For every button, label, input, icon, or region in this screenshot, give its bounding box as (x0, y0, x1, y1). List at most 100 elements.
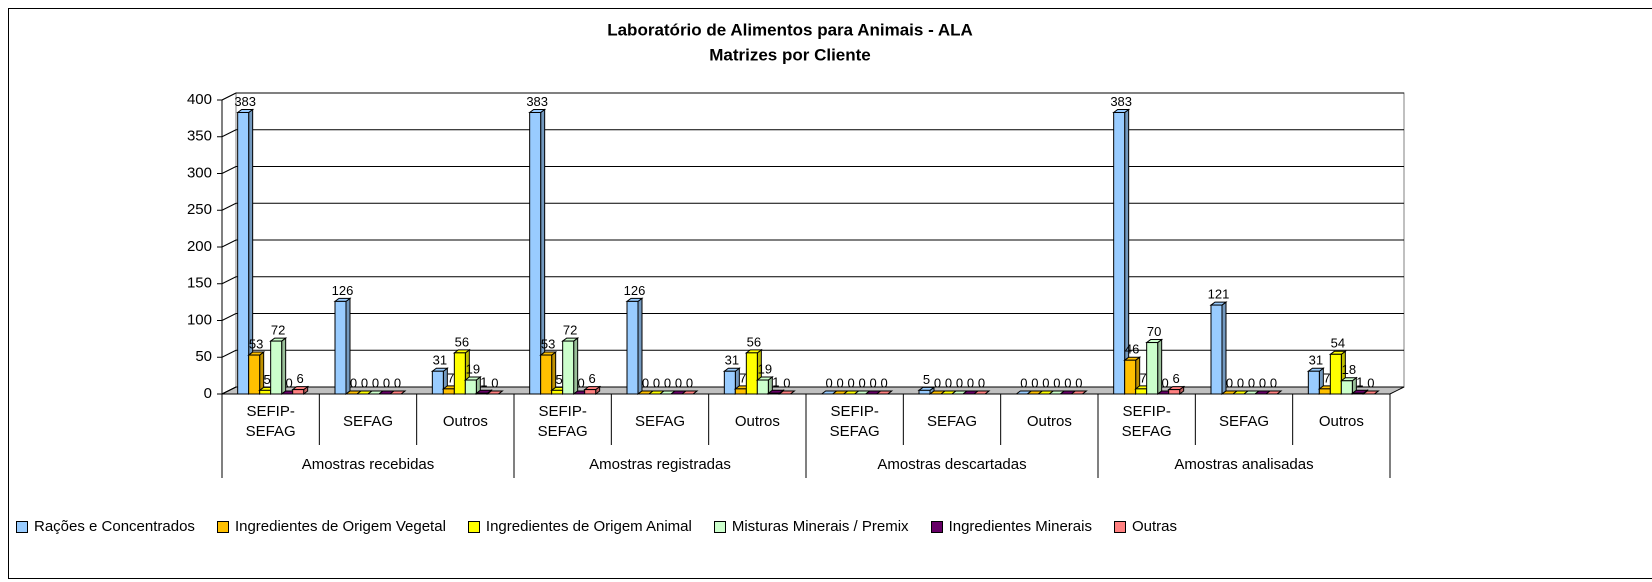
x-tick-label: SEFAG (634, 413, 685, 430)
value-label: 383 (234, 94, 256, 109)
bar (1069, 390, 1088, 395)
value-label: 19 (758, 361, 772, 376)
y-tick-label: 400 (187, 91, 212, 108)
value-label: 0 (675, 375, 682, 390)
grid-line (221, 166, 237, 174)
legend-item: Outras (1113, 518, 1177, 535)
bar (463, 376, 482, 395)
value-label: 0 (1270, 375, 1277, 390)
bar-face (972, 390, 991, 395)
value-label: 121 (1208, 287, 1230, 302)
bar (1361, 390, 1380, 395)
value-label: 1 (772, 375, 779, 390)
value-label: 0 (686, 375, 693, 390)
value-label: 56 (747, 334, 761, 349)
bar-face (334, 300, 347, 395)
bar-face (723, 370, 736, 395)
value-label: 0 (1367, 375, 1374, 390)
bar-face (540, 354, 553, 395)
bar (291, 385, 310, 395)
value-label: 0 (859, 375, 866, 390)
bar-face (1210, 304, 1223, 395)
bar-face (1318, 388, 1331, 395)
legend-label: Misturas Minerais / Premix (731, 518, 909, 535)
value-label: 0 (837, 375, 844, 390)
bar-face (248, 354, 261, 395)
legend-swatch (930, 520, 943, 533)
bar-face (388, 390, 407, 395)
grid-line (221, 386, 237, 395)
bar-face (1124, 359, 1137, 395)
bar-face (1113, 111, 1126, 395)
legend-label: Ingredientes de Origem Vegetal (234, 518, 446, 535)
bar-face (442, 388, 455, 395)
x-tick-label: SEFIP-SEFAG (537, 403, 588, 440)
value-label: 54 (1331, 336, 1345, 351)
x-tick-label: SEFIP-SEFAG (1121, 403, 1172, 440)
y-tick-label: 0 (204, 385, 212, 402)
bar-face (1307, 370, 1320, 395)
x-tick-label: Outros (1026, 413, 1072, 430)
grid-line (221, 349, 237, 358)
x-tick-label: SEFIP-SEFAG (829, 403, 880, 440)
bar-face (292, 389, 305, 395)
bar-face (431, 370, 444, 395)
bar-face (1329, 353, 1342, 395)
value-label: 56 (455, 334, 469, 349)
value-label: 126 (624, 283, 646, 298)
value-label: 31 (433, 353, 447, 368)
bar-face (626, 300, 639, 395)
value-label: 7 (739, 370, 746, 385)
bar-face (562, 340, 575, 395)
grid-line (221, 202, 237, 211)
bar-face (918, 389, 931, 395)
legend-label: Ingredientes de Origem Animal (485, 518, 692, 535)
legend-swatch (216, 520, 229, 533)
bar (1264, 390, 1283, 395)
bar-face (551, 389, 564, 395)
bar-face (475, 392, 488, 395)
value-label: 0 (1020, 375, 1027, 390)
bar-face (1340, 380, 1353, 395)
bar (388, 390, 407, 395)
bar-face (270, 340, 283, 395)
bar (236, 108, 255, 395)
group-label: Amostras recebidas (301, 456, 435, 473)
bar (680, 390, 699, 395)
value-label: 7 (447, 370, 454, 385)
bar (333, 297, 352, 395)
value-label: 19 (466, 361, 480, 376)
value-label: 0 (870, 375, 877, 390)
y-tick-label: 350 (187, 128, 212, 145)
value-label: 0 (1226, 375, 1233, 390)
value-label: 0 (372, 375, 379, 390)
value-label: 72 (271, 323, 285, 338)
bar-face (453, 352, 466, 395)
value-label: 0 (956, 375, 963, 390)
chart-subtitle: Matrizes por Cliente (709, 45, 871, 64)
value-label: 0 (881, 375, 888, 390)
bar-face (1135, 388, 1148, 395)
y-tick-label: 50 (195, 348, 212, 365)
value-label: 31 (725, 353, 739, 368)
legend-item: Ingredientes de Origem Animal (467, 518, 692, 535)
grid-line (221, 239, 237, 248)
value-label: 0 (1248, 375, 1255, 390)
value-label: 126 (332, 283, 354, 298)
bar (777, 390, 796, 395)
value-label: 0 (350, 375, 357, 390)
value-label: 0 (383, 375, 390, 390)
legend-item: Ingredientes Minerais (930, 518, 1092, 535)
value-label: 6 (297, 371, 304, 386)
value-label: 46 (1125, 342, 1139, 357)
value-label: 0 (286, 375, 293, 390)
value-label: 72 (563, 323, 577, 338)
value-label: 0 (1031, 375, 1038, 390)
bar (972, 390, 991, 395)
value-label: 53 (541, 336, 555, 351)
value-label: 0 (1237, 375, 1244, 390)
value-label: 31 (1309, 353, 1323, 368)
bar-face (777, 390, 796, 395)
legend-swatch (467, 520, 480, 533)
